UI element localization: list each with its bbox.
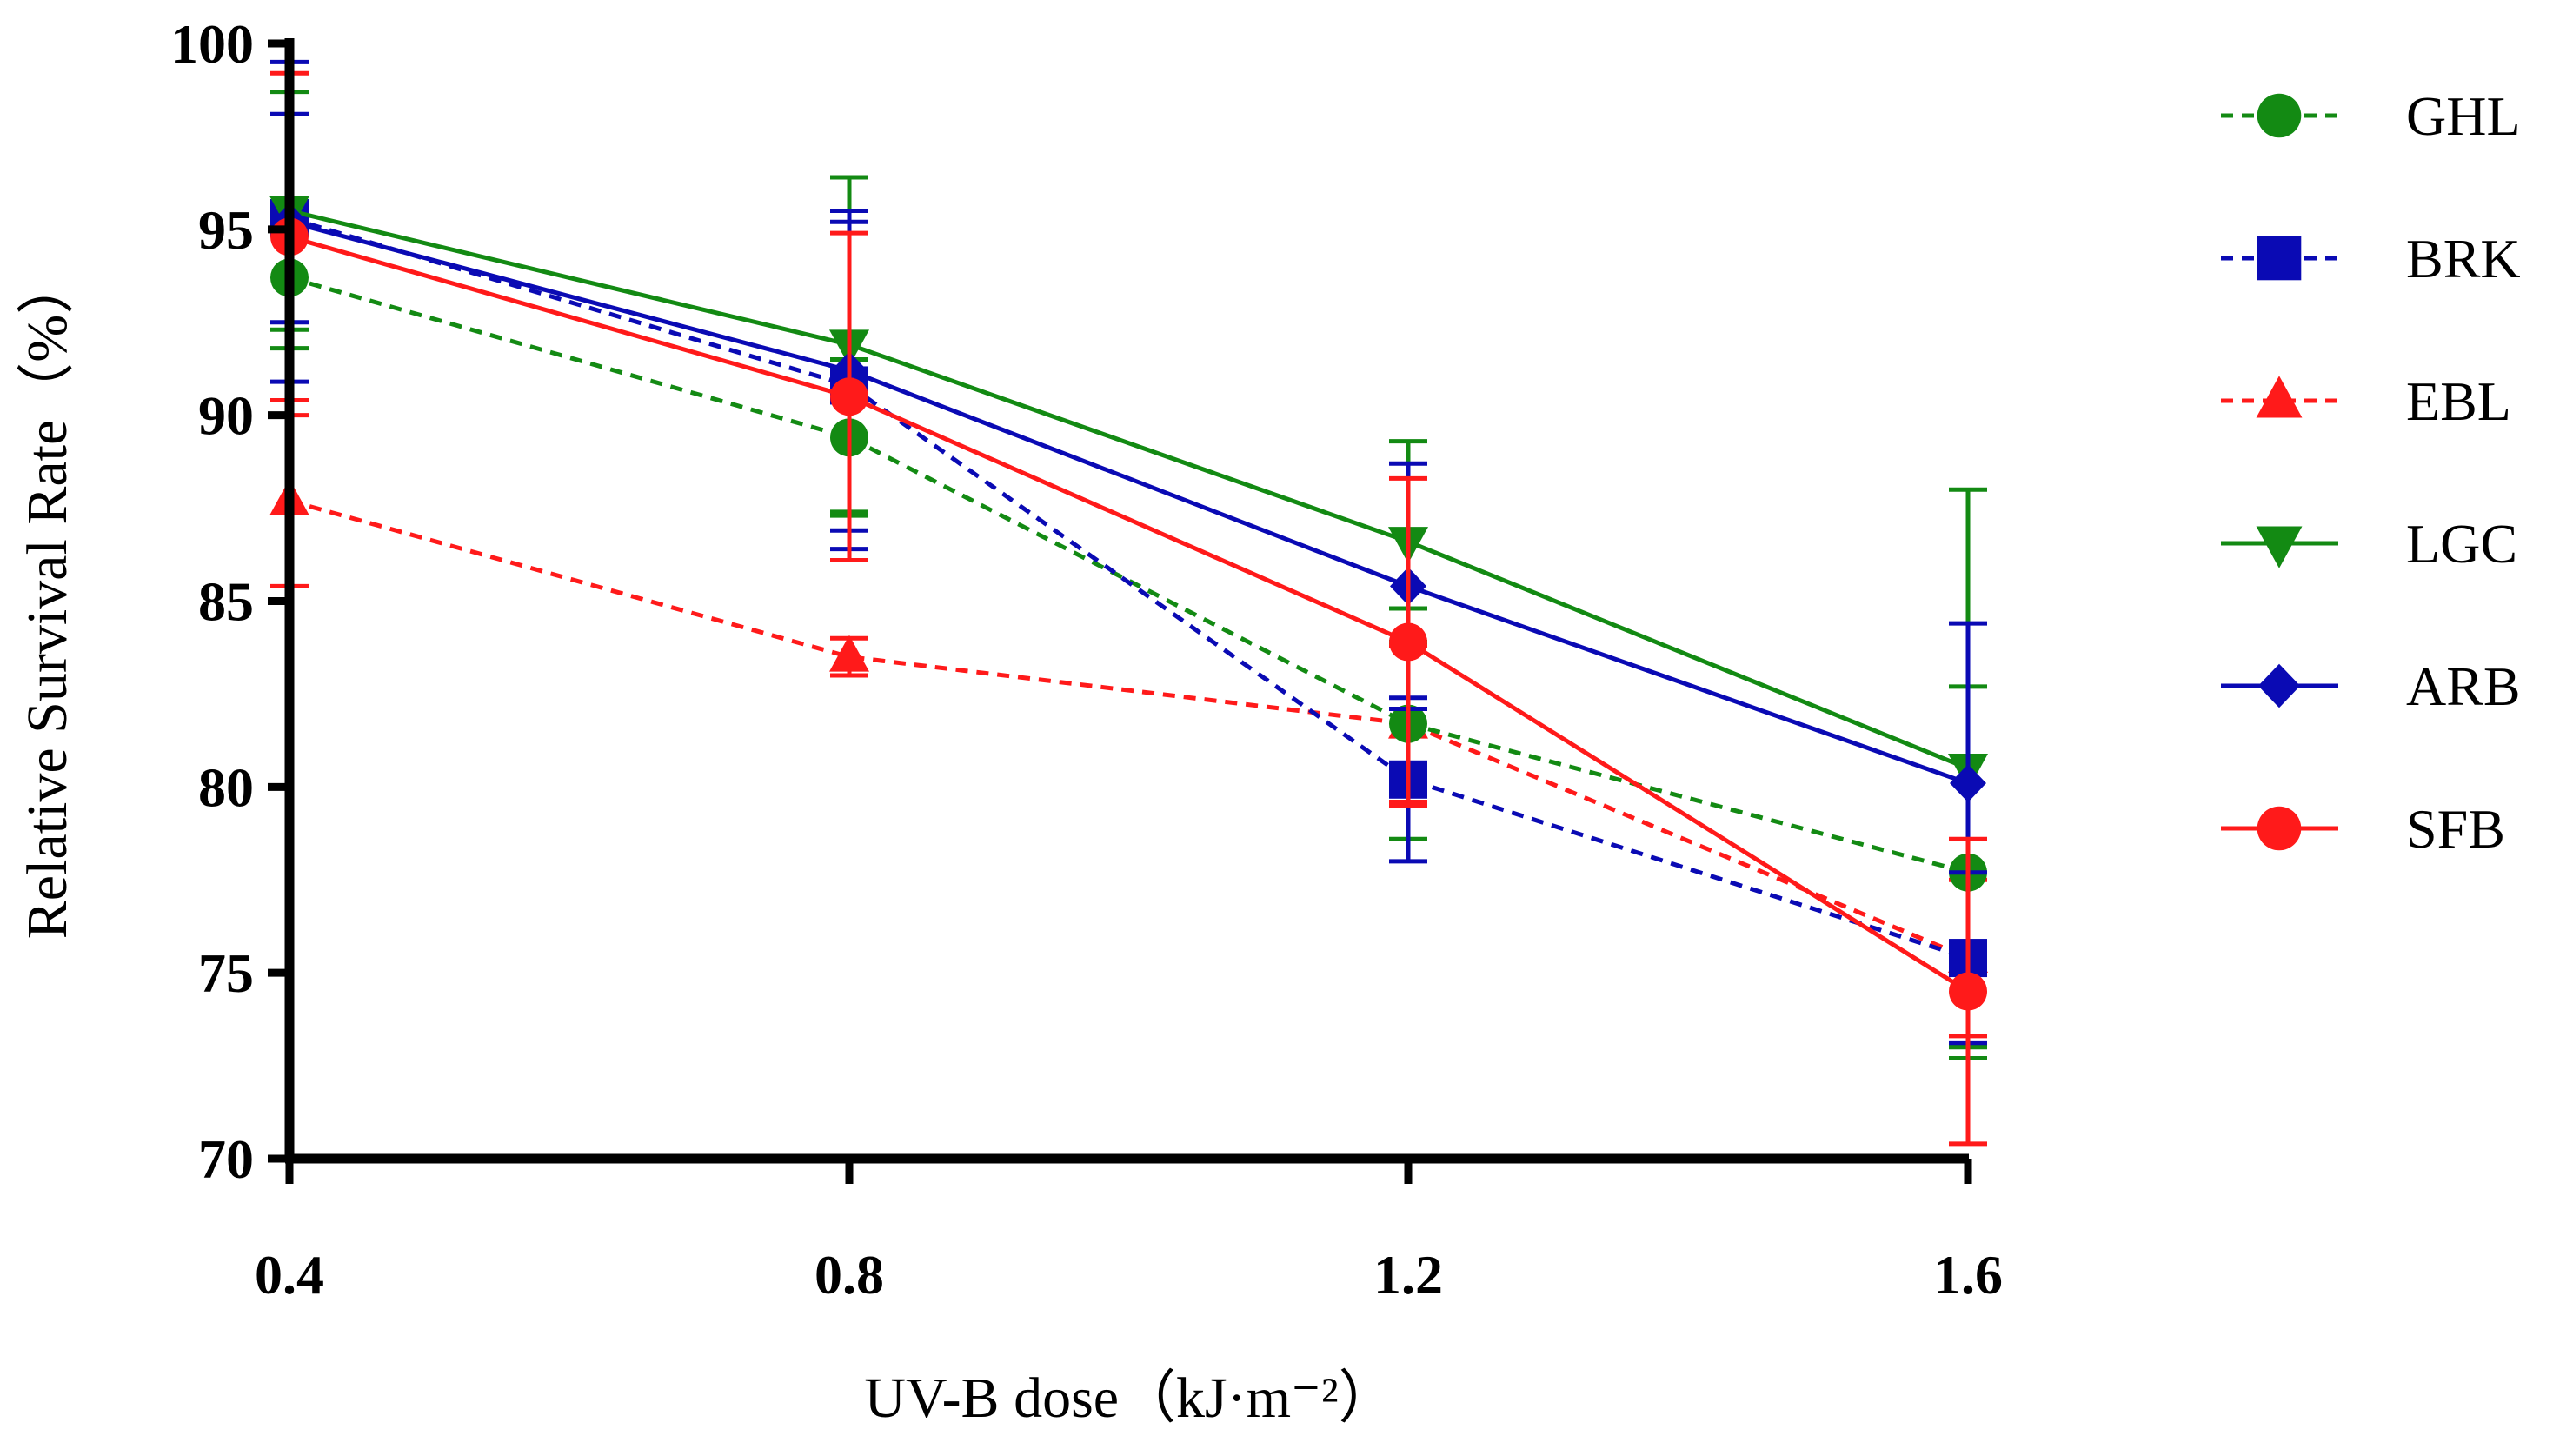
legend-label-sfb: SFB [2406,798,2505,860]
y-tick-label: 95 [198,199,254,261]
x-tick-label: 1.6 [1933,1244,2003,1306]
x-tick-label: 0.4 [255,1244,324,1306]
y-tick-label: 70 [198,1128,254,1190]
legend-label-lgc: LGC [2406,513,2517,575]
legend-label-brk: BRK [2406,228,2521,289]
series-layer [269,59,1988,1147]
legend-label-arb: ARB [2406,655,2521,717]
legend-marker-brk [2257,236,2302,281]
y-tick-label: 85 [198,571,254,633]
series-arb [270,59,1987,946]
series-line-arb [289,219,1969,786]
legend-item-brk: BRK [2221,228,2521,289]
ticks: 70 75 80 85 90 95 100 0.4 0.8 1.2 1.6 [170,13,2003,1306]
point-sfb [1949,972,1987,1011]
legend-marker-arb [2257,663,2301,708]
series-line-brk [289,216,1969,961]
legend: GHL BRK EBL LGC ARB SFB [2221,85,2521,860]
y-tick-label: 90 [198,385,254,447]
legend-label-ebl: EBL [2406,370,2511,432]
series-sfb [270,70,1987,1147]
series-line-lgc [289,209,1969,771]
y-tick-label: 75 [198,942,254,1004]
legend-item-ebl: EBL [2221,370,2511,432]
point-arb [1950,764,1986,803]
series-ghl [270,204,1987,1061]
legend-marker-lgc [2256,526,2303,568]
point-sfb [830,377,868,416]
legend-item-arb: ARB [2221,655,2521,717]
legend-marker-ebl [2256,376,2303,418]
legend-marker-sfb [2257,806,2302,851]
series-line-ghl [289,276,1969,875]
series-ebl [269,413,1988,1039]
legend-item-sfb: SFB [2221,798,2505,860]
x-tick-label: 0.8 [814,1244,884,1306]
y-tick-label: 100 [170,13,254,75]
series-brk [270,111,1987,1046]
legend-item-lgc: LGC [2221,513,2517,575]
x-tick-label: 1.2 [1373,1244,1443,1306]
axes [284,38,1969,1164]
point-sfb [1389,622,1427,662]
legend-label-ghl: GHL [2406,85,2521,147]
legend-item-ghl: GHL [2221,85,2521,147]
series-lgc [269,90,1988,1050]
legend-marker-ghl [2257,93,2302,138]
series-line-sfb [289,234,1970,994]
point-ebl [829,635,869,672]
series-line-ebl [289,498,1969,961]
y-axis-title: Relative Survival Rate（%） [16,257,79,940]
y-tick-label: 80 [198,756,254,818]
x-axis-title: UV-B dose（kJ·m⁻²） [864,1366,1395,1430]
